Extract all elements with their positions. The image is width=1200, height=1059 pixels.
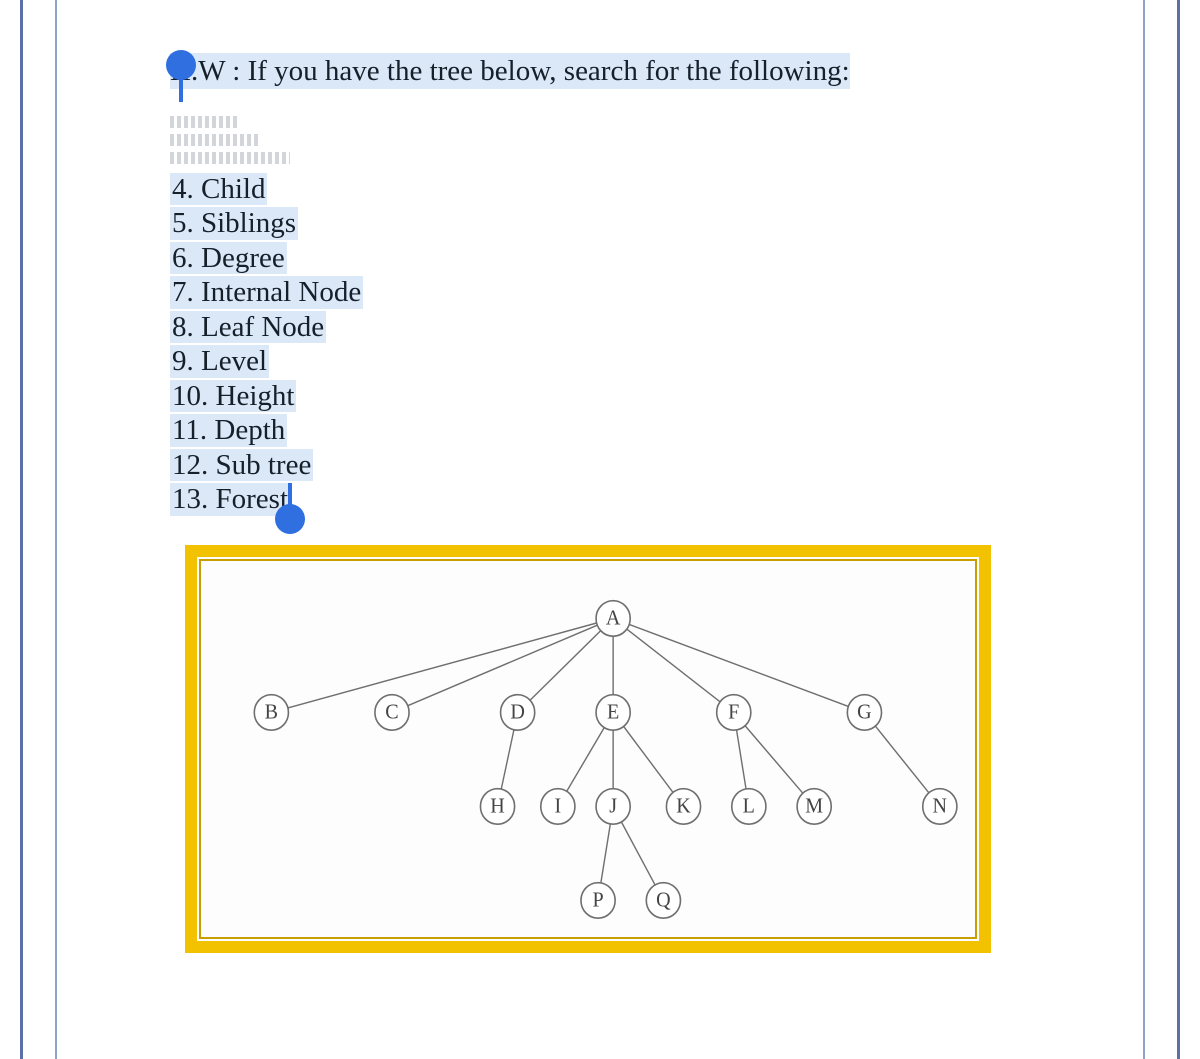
- tree-edge: [629, 624, 848, 706]
- tree-edge: [567, 728, 604, 792]
- list-item: 4. Child: [170, 173, 267, 205]
- tree-node-label: B: [265, 701, 278, 723]
- tree-node-label: I: [554, 795, 561, 817]
- list-item: 10. Height: [170, 380, 296, 412]
- tree-diagram: A B C D E F G H I J K L M N P Q: [201, 561, 975, 937]
- document-page: H.W : If you have the tree below, search…: [0, 0, 1200, 1059]
- tree-node-label: J: [609, 795, 617, 817]
- tree-edge: [408, 625, 598, 706]
- tree-edge: [530, 631, 601, 701]
- tree-edge: [621, 822, 655, 885]
- tree-node-label: N: [933, 795, 948, 817]
- list-item: 13. Forest: [170, 483, 290, 515]
- tree-node-label: L: [743, 795, 755, 817]
- tree-edge: [875, 726, 929, 793]
- list-item: 8. Leaf Node: [170, 311, 326, 343]
- homework-title: H.W : If you have the tree below, search…: [170, 53, 850, 89]
- redacted-lines: [170, 116, 1070, 164]
- tree-edge: [501, 730, 514, 789]
- tree-node-label: D: [510, 701, 525, 723]
- tree-node-label: M: [805, 795, 823, 817]
- list-item: 12. Sub tree: [170, 449, 313, 481]
- tree-node-label: C: [385, 701, 398, 723]
- tree-edge: [288, 623, 597, 708]
- list-item: 11. Depth: [170, 414, 287, 446]
- selection-handle-start-tail: [179, 78, 183, 102]
- redacted-line: [170, 134, 260, 146]
- content-area: H.W : If you have the tree below, search…: [170, 55, 1070, 517]
- tree-node-label: P: [592, 889, 603, 911]
- tree-node-label: E: [607, 701, 619, 723]
- tree-node-label: A: [606, 607, 621, 629]
- selection-handle-start[interactable]: [166, 50, 196, 80]
- tree-edge: [745, 726, 803, 793]
- tree-node-label: H: [490, 795, 505, 817]
- tree-figure: A B C D E F G H I J K L M N P Q: [185, 545, 991, 953]
- homework-list: 4. Child5. Siblings6. Degree7. Internal …: [170, 172, 1070, 517]
- tree-edge: [624, 726, 673, 792]
- redacted-line: [170, 116, 240, 128]
- tree-node-label: Q: [656, 889, 671, 911]
- tree-node-label: G: [857, 701, 872, 723]
- selection-handle-end[interactable]: [275, 504, 305, 534]
- list-item: 9. Level: [170, 345, 269, 377]
- tree-edge: [737, 730, 746, 789]
- list-item: 5. Siblings: [170, 207, 298, 239]
- list-item: 7. Internal Node: [170, 276, 363, 308]
- list-item: 6. Degree: [170, 242, 287, 274]
- tree-edge: [627, 629, 720, 702]
- tree-node-label: K: [676, 795, 691, 817]
- redacted-line: [170, 152, 290, 164]
- tree-node-label: F: [728, 701, 739, 723]
- tree-edge: [601, 824, 610, 883]
